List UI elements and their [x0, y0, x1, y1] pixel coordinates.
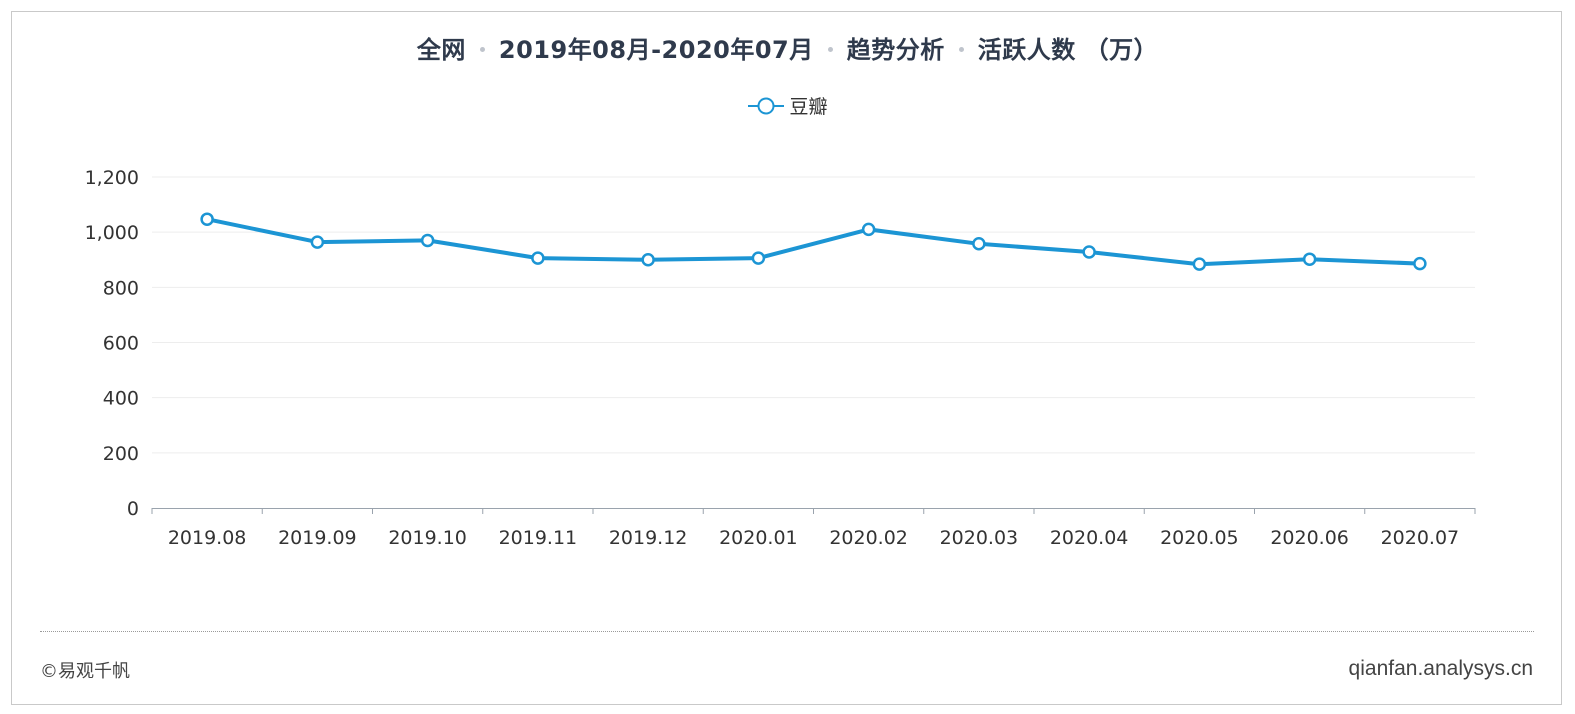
title-metric: 活跃人数 （万）: [977, 36, 1159, 64]
x-tick-label: 2019.08: [168, 527, 247, 549]
title-analysis: 趋势分析: [846, 36, 945, 64]
x-tick-label: 2020.04: [1050, 527, 1129, 549]
data-point: [200, 212, 214, 226]
y-tick-label: 1,000: [85, 222, 139, 244]
data-point: [641, 253, 655, 267]
x-tick-label: 2019.12: [609, 527, 688, 549]
chart-frame: [11, 11, 1562, 705]
title-period: 2019年08月-2020年07月: [498, 36, 814, 64]
y-tick-label: 200: [103, 443, 139, 465]
data-point: [1413, 256, 1427, 271]
y-tick-label: 0: [127, 498, 139, 520]
separator-dot-icon: [827, 46, 833, 52]
data-point: [420, 233, 435, 248]
x-tick-label: 2020.03: [940, 527, 1019, 549]
x-tick-label: 2020.06: [1270, 527, 1349, 549]
grid-lines: [152, 176, 1475, 454]
x-tick-label: 2020.05: [1160, 527, 1239, 549]
circle-line-marker-icon: [748, 97, 785, 114]
separator-dot-icon: [958, 46, 964, 52]
data-point: [1302, 252, 1317, 266]
data-point: [751, 251, 766, 265]
x-tick-label: 2019.10: [388, 527, 467, 549]
y-tick-label: 1,200: [85, 167, 139, 189]
data-point: [861, 222, 876, 237]
data-point: [972, 237, 986, 251]
data-point: [1192, 257, 1207, 271]
legend-label: 豆瓣: [789, 96, 828, 118]
series-line: [205, 217, 1422, 267]
chart-legend[interactable]: 豆瓣: [0, 92, 1575, 119]
y-tick-label: 400: [103, 388, 139, 410]
data-point: [1082, 245, 1096, 259]
y-tick-label: 600: [103, 333, 139, 355]
data-point: [310, 235, 325, 249]
title-scope: 全网: [416, 36, 466, 64]
copyright-text: ©易观千帆: [40, 661, 130, 682]
footer-divider: [40, 631, 1534, 632]
x-tick-label: 2020.07: [1381, 527, 1460, 549]
y-axis: 0 200 400 600 800 1,000 1,200: [85, 167, 139, 520]
x-tick-label: 2019.11: [499, 527, 578, 549]
x-tick-label: 2020.01: [719, 527, 798, 549]
site-url: qianfan.analysys.cn: [1348, 657, 1533, 680]
x-tick-label: 2020.02: [829, 527, 908, 549]
y-tick-label: 800: [103, 277, 139, 299]
series-douban: [200, 212, 1427, 271]
data-point: [531, 251, 545, 265]
x-tick-label: 2019.09: [278, 527, 357, 549]
separator-dot-icon: [479, 46, 485, 52]
x-axis: 2019.08 2019.09 2019.10 2019.11 2019.12 2020.…: [151, 508, 1476, 549]
chart-title: 全网 2019年08月-2020年07月 趋势分析 活跃人数 （万）: [0, 30, 1575, 65]
